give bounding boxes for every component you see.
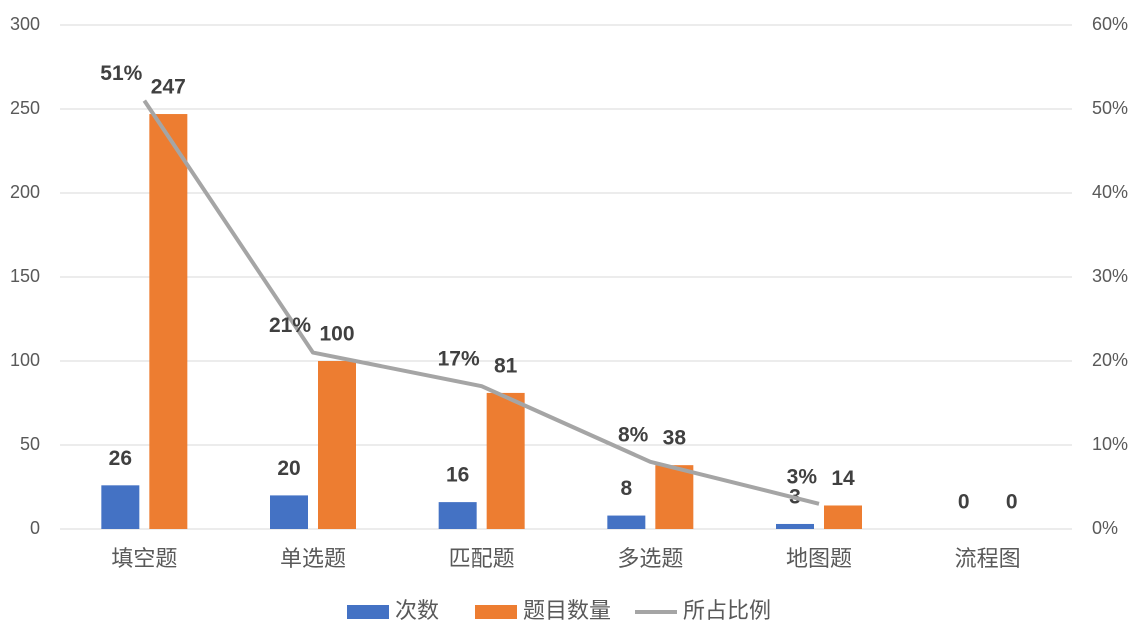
- legend-swatch: [347, 605, 389, 619]
- bar: [776, 523, 814, 529]
- y-tick-label: 200: [10, 182, 40, 202]
- bar-value-label: 26: [109, 447, 132, 470]
- bar: [318, 361, 356, 529]
- bar: [824, 505, 862, 529]
- bar-value-label: 247: [151, 76, 186, 99]
- y2-tick-label: 10%: [1092, 434, 1128, 454]
- x-tick-label: 填空题: [111, 546, 177, 571]
- bar-value-label: 8: [620, 477, 632, 500]
- bar: [149, 114, 188, 529]
- y-tick-label: 0: [30, 518, 40, 538]
- y-tick-label: 100: [10, 350, 40, 370]
- y2-tick-label: 60%: [1092, 14, 1128, 34]
- bar: [607, 515, 646, 529]
- bar-value-label: 0: [1006, 491, 1018, 514]
- y-tick-label: 150: [10, 266, 40, 286]
- legend-label: 所占比例: [683, 598, 771, 623]
- line-value-label: 8%: [618, 423, 649, 446]
- bar-value-label: 20: [277, 457, 300, 480]
- bar-value-label: 100: [319, 323, 354, 346]
- line: [142, 99, 820, 506]
- legend-label: 次数: [395, 598, 439, 623]
- bar: [655, 465, 694, 529]
- y2-tick-label: 0%: [1092, 518, 1118, 538]
- line-value-label: 51%: [100, 62, 142, 85]
- bar: [438, 502, 477, 529]
- line-value-label: 17%: [438, 348, 480, 371]
- x-tick-label: 流程图: [955, 546, 1021, 571]
- legend-label: 题目数量: [523, 598, 611, 623]
- bar-value-label: 14: [831, 467, 855, 490]
- y-tick-label: 300: [10, 14, 40, 34]
- y2-tick-label: 30%: [1092, 266, 1128, 286]
- y2-tick-label: 20%: [1092, 350, 1128, 370]
- x-tick-label: 多选题: [617, 546, 683, 571]
- y2-tick-label: 40%: [1092, 182, 1128, 202]
- legend-swatch: [475, 605, 517, 619]
- bar: [270, 495, 308, 529]
- x-tick-label: 单选题: [280, 546, 346, 571]
- y-tick-label: 50: [20, 434, 40, 454]
- bar: [486, 392, 525, 529]
- bar-value-label: 0: [958, 491, 970, 514]
- x-tick-label: 地图题: [786, 546, 852, 571]
- y-tick-label: 250: [10, 98, 40, 118]
- y2-tick-label: 50%: [1092, 98, 1128, 118]
- x-tick-label: 匹配题: [449, 546, 515, 571]
- bar-value-label: 38: [663, 427, 687, 450]
- bar-value-label: 81: [494, 354, 518, 377]
- line-value-label: 21%: [269, 314, 311, 337]
- bar: [101, 485, 140, 529]
- bar-value-label: 16: [446, 464, 469, 487]
- line-value-label: 3%: [787, 465, 818, 488]
